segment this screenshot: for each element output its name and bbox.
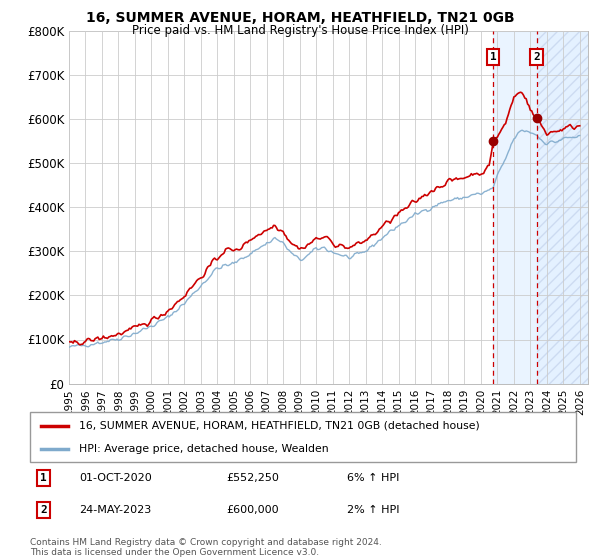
Text: 01-OCT-2020: 01-OCT-2020 bbox=[79, 473, 152, 483]
Bar bbox=[536, 31, 588, 384]
Text: Contains HM Land Registry data © Crown copyright and database right 2024.
This d: Contains HM Land Registry data © Crown c… bbox=[30, 538, 382, 557]
Text: 24-MAY-2023: 24-MAY-2023 bbox=[79, 505, 151, 515]
Text: 16, SUMMER AVENUE, HORAM, HEATHFIELD, TN21 0GB (detached house): 16, SUMMER AVENUE, HORAM, HEATHFIELD, TN… bbox=[79, 421, 480, 431]
Text: 2: 2 bbox=[533, 52, 540, 62]
Text: 16, SUMMER AVENUE, HORAM, HEATHFIELD, TN21 0GB: 16, SUMMER AVENUE, HORAM, HEATHFIELD, TN… bbox=[86, 11, 514, 25]
Text: £600,000: £600,000 bbox=[227, 505, 279, 515]
Text: HPI: Average price, detached house, Wealden: HPI: Average price, detached house, Weal… bbox=[79, 445, 329, 454]
Text: 2: 2 bbox=[40, 505, 47, 515]
Text: 6% ↑ HPI: 6% ↑ HPI bbox=[347, 473, 399, 483]
Text: 2% ↑ HPI: 2% ↑ HPI bbox=[347, 505, 399, 515]
Text: 1: 1 bbox=[490, 52, 497, 62]
Text: 1: 1 bbox=[40, 473, 47, 483]
Text: £552,250: £552,250 bbox=[227, 473, 280, 483]
Text: Price paid vs. HM Land Registry's House Price Index (HPI): Price paid vs. HM Land Registry's House … bbox=[131, 24, 469, 36]
Bar bbox=[493, 31, 588, 384]
Bar bbox=[536, 31, 588, 384]
